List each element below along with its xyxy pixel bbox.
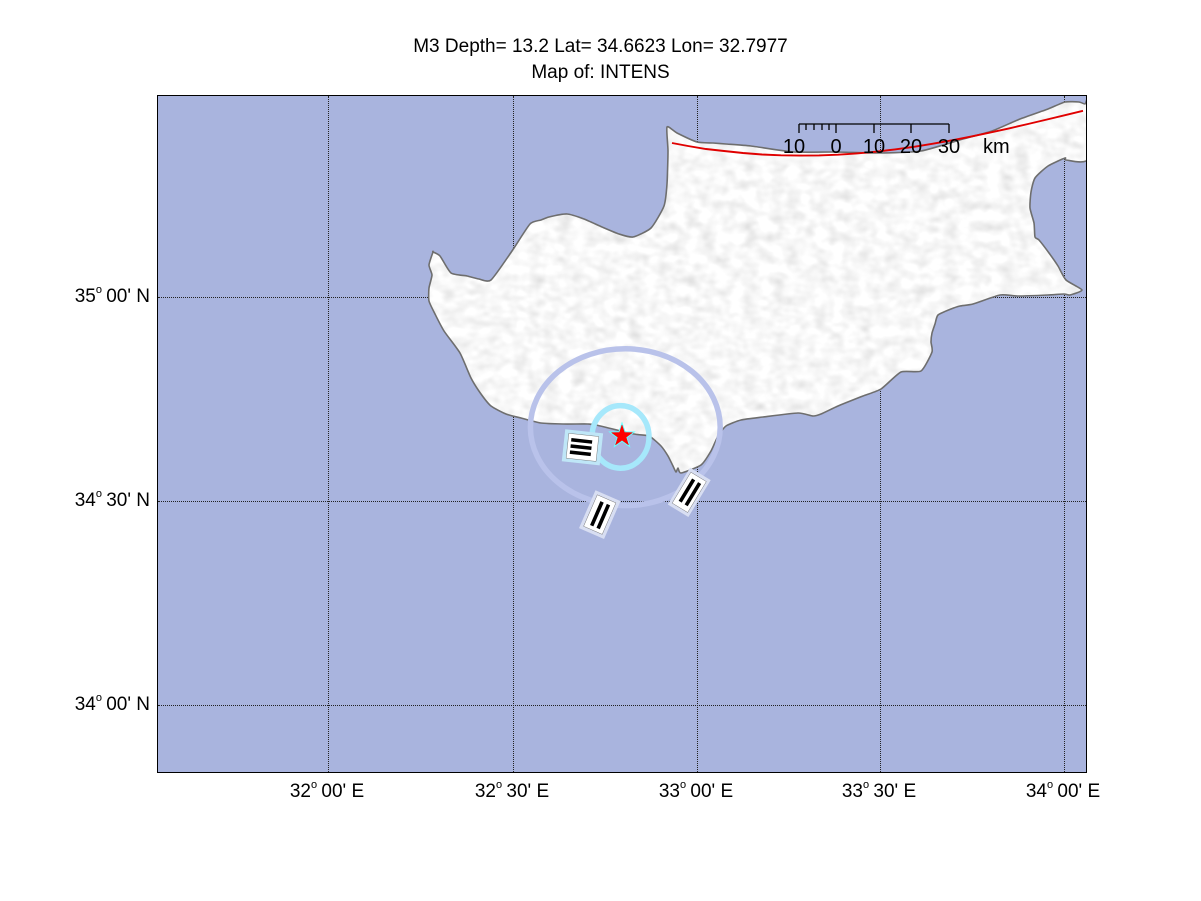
svg-text:10: 10: [863, 136, 885, 158]
svg-text:30: 30: [938, 136, 960, 158]
svg-text:0: 0: [830, 136, 841, 158]
svg-text:20: 20: [900, 136, 922, 158]
svg-text:10: 10: [783, 136, 805, 158]
svg-text:km: km: [983, 136, 1010, 158]
